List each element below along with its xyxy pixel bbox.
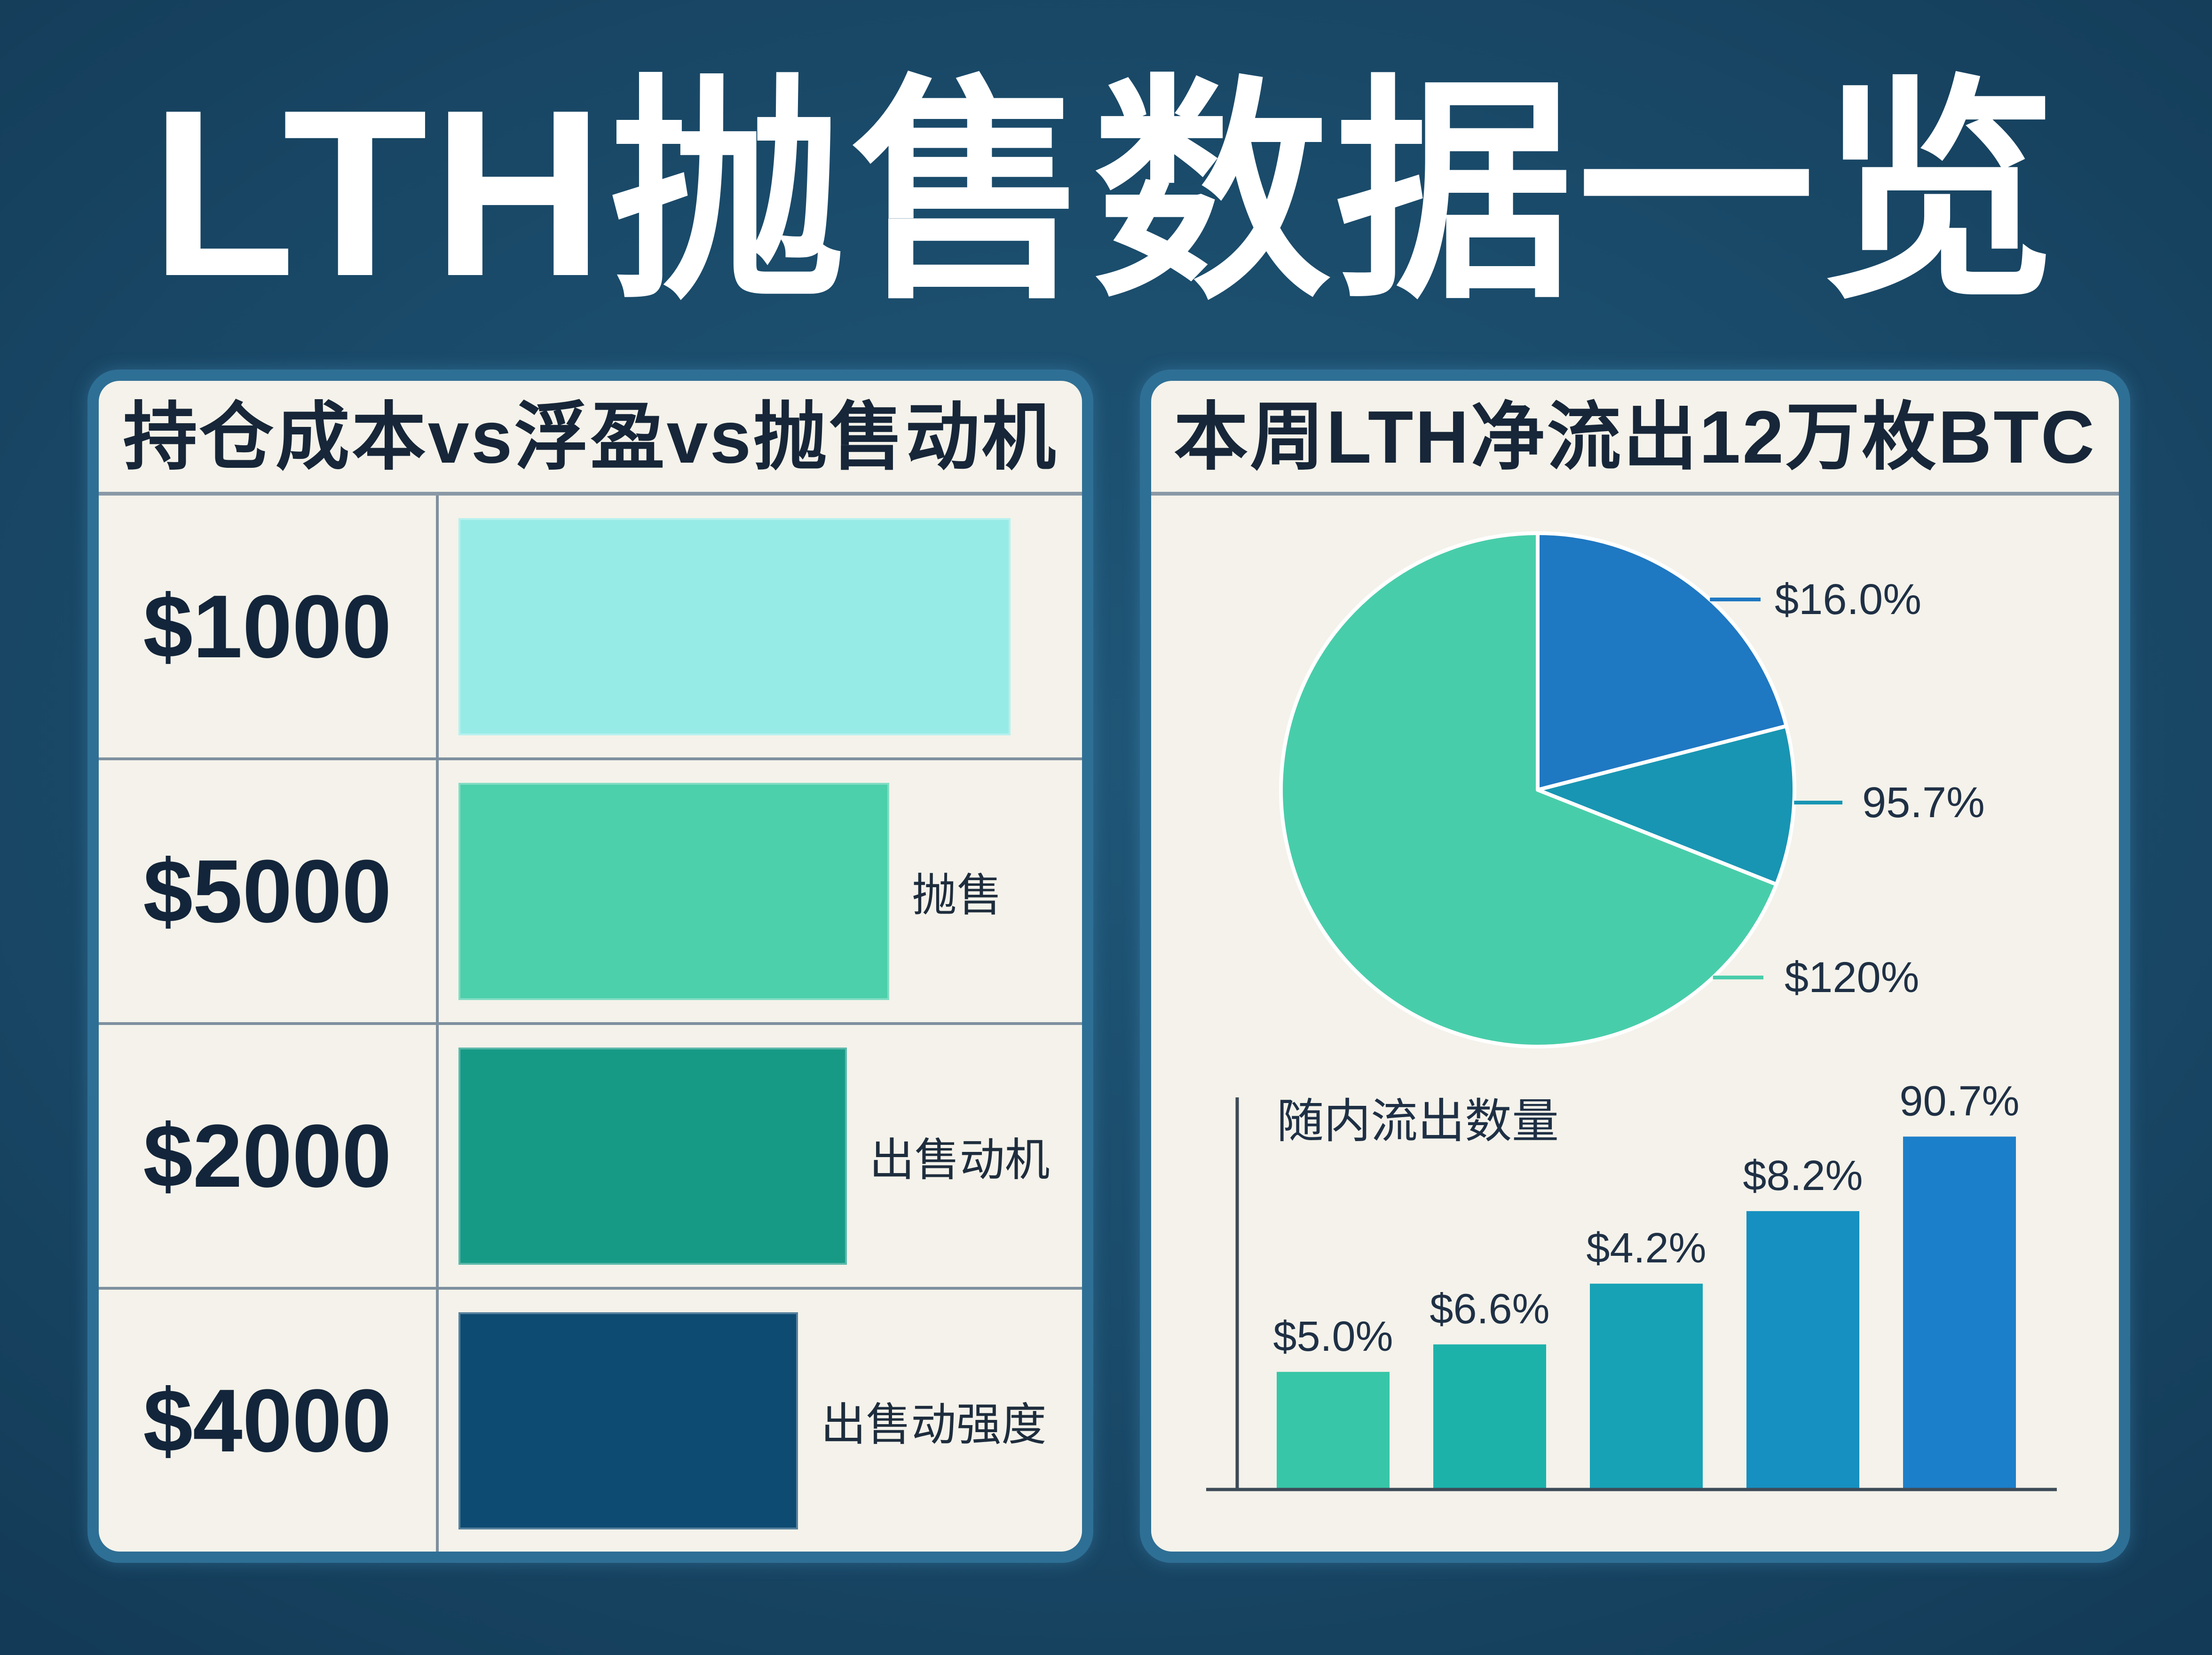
cost-label: $4000 xyxy=(143,1371,392,1471)
cost-bar-cell: 抛售 xyxy=(436,760,1082,1022)
cost-bar xyxy=(458,782,889,1000)
cost-bar-label: 出售动机 xyxy=(869,1135,1050,1185)
cost-row: $2000 出售动机 xyxy=(99,1022,1082,1287)
outflow-value-label-2: $6.6% xyxy=(1430,1285,1549,1332)
cost-bar xyxy=(458,1047,847,1265)
cost-row: $1000 xyxy=(99,496,1082,757)
pie-chart xyxy=(1279,531,1796,1048)
outflow-bar-3 xyxy=(1590,1284,1703,1490)
outflow-bar-chart: $5.0% $6.6% $4.2% $8.2% 90.7% xyxy=(1273,1078,2020,1490)
outflow-value-label-5: 90.7% xyxy=(1899,1078,2019,1125)
pie-slice-3 xyxy=(1279,531,1778,1048)
cost-bar-cell xyxy=(436,496,1082,757)
outflow-bar-5 xyxy=(1903,1136,2016,1490)
page-title: LTH抛售数据一览 xyxy=(150,61,2062,326)
outflow-bar-2 xyxy=(1433,1344,1546,1490)
pie-label-1: $16.0% xyxy=(1775,575,1921,623)
pie-label-2: 95.7% xyxy=(1862,779,1985,827)
cost-label: $2000 xyxy=(143,1106,392,1206)
cost-bar-label: 出售动强度 xyxy=(821,1400,1047,1450)
column-divider xyxy=(436,496,439,1552)
cost-bar-cell: 出售动强度 xyxy=(436,1290,1082,1552)
pie-slice-1 xyxy=(1536,531,1788,792)
outflow-bar-1 xyxy=(1277,1371,1390,1490)
bar-chart-title: 随内流出数量 xyxy=(1277,1095,1559,1148)
cost-bar-cell: 出售动机 xyxy=(436,1025,1082,1287)
net-outflow-panel-title: 本周LTH净流出12万枚BTC xyxy=(1174,396,2096,479)
pie-labels: $16.0% 95.7% $120% xyxy=(1710,575,1985,1001)
outflow-bar-4 xyxy=(1746,1211,1859,1490)
outflow-value-label-3: $4.2% xyxy=(1586,1225,1706,1272)
header-divider xyxy=(1151,492,2119,496)
cost-row: $4000 出售动强度 xyxy=(99,1287,1082,1552)
cost-bar xyxy=(458,1312,798,1529)
holding-cost-panel-title: 持仓成本vs浮盈vs抛售动机 xyxy=(123,396,1058,479)
holding-cost-bar-chart: $1000 $5000 抛售 $2000 出售动机 $4000 出售动强度 xyxy=(99,496,1082,1552)
cost-row: $5000 抛售 xyxy=(99,757,1082,1022)
header-divider xyxy=(99,492,1082,496)
pie-label-3: $120% xyxy=(1785,954,1919,1001)
outflow-charts: $16.0%95.7%$120% 随内流出数量 $5.0%$6.6%$4.2%$… xyxy=(1206,531,2057,1491)
outflow-value-label-4: $8.2% xyxy=(1743,1152,1863,1199)
pie-slice-2 xyxy=(1536,724,1796,886)
cost-bar xyxy=(458,518,1011,735)
holding-cost-panel: 持仓成本vs浮盈vs抛售动机 $1000 $5000 抛售 $2000 出售动机 $400… xyxy=(99,381,1082,1552)
outflow-value-label-1: $5.0% xyxy=(1273,1313,1393,1360)
cost-bar-label: 抛售 xyxy=(911,870,1002,921)
net-outflow-panel: $16.0% 95.7% $120% 随内流出数量 $5.0% $6.6% $4.2% $… xyxy=(1151,381,2119,1552)
cost-label: $5000 xyxy=(143,841,392,941)
cost-label: $1000 xyxy=(143,576,392,677)
